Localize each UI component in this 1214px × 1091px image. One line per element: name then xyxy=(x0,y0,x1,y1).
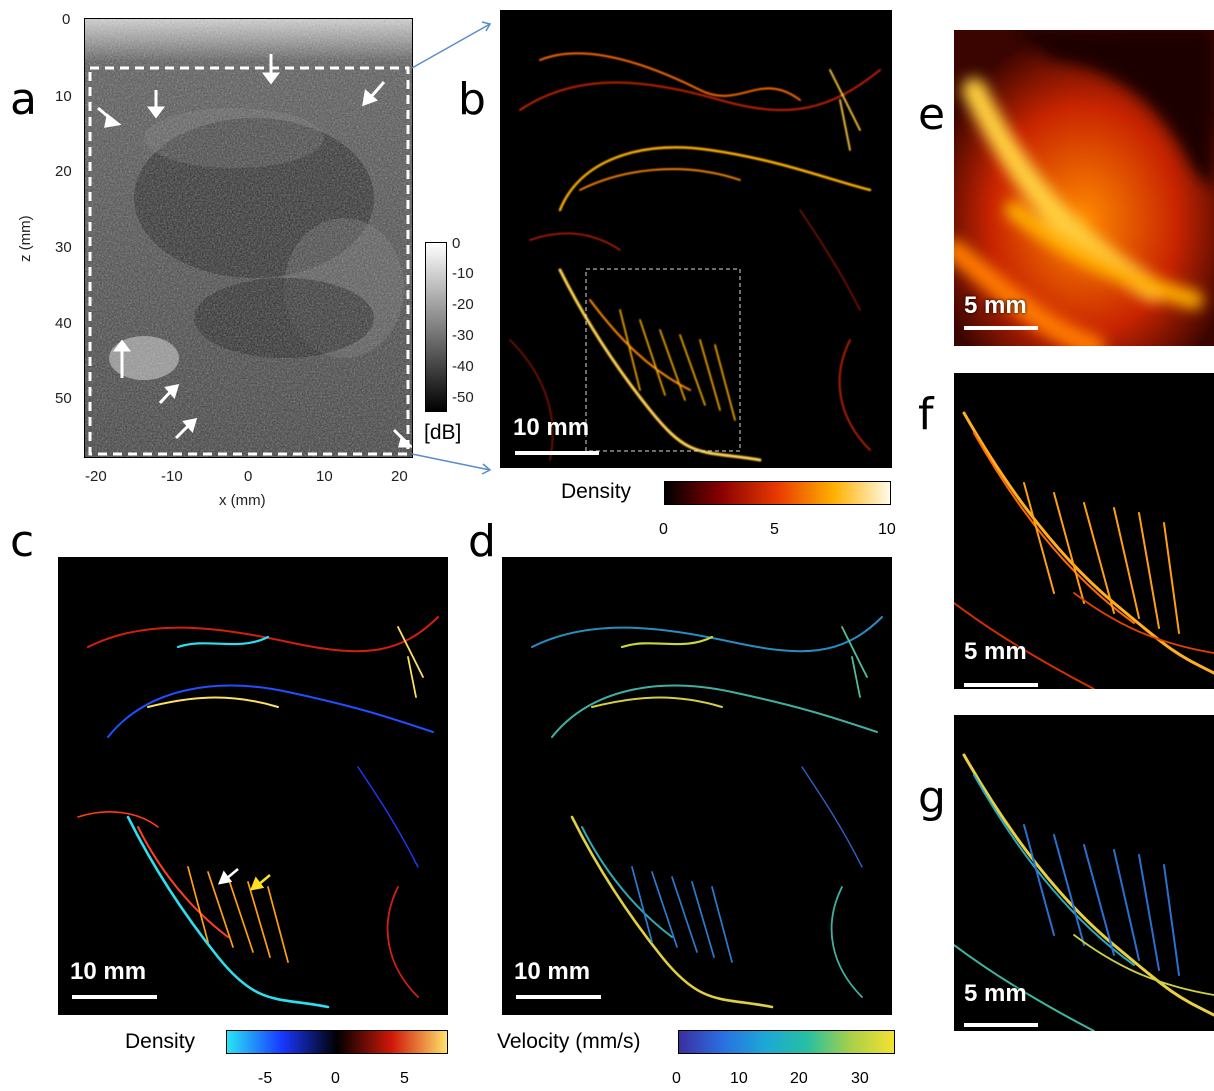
db-unit-label: [dB] xyxy=(424,421,462,444)
density-tick-10: 10 xyxy=(878,521,896,538)
velocity-map-image xyxy=(502,557,892,1015)
scale-label-f: 5 mm xyxy=(964,638,1027,665)
colorbar-title-d: Velocity (mm/s) xyxy=(497,1030,641,1053)
density-vessels xyxy=(509,52,881,462)
scale-bar-c xyxy=(72,995,157,999)
panel-label-c: c xyxy=(10,516,35,567)
signed-density-tick-neg5: -5 xyxy=(258,1070,273,1087)
density-map-image xyxy=(500,10,892,468)
scale-bar-f xyxy=(964,683,1038,687)
scale-label-g: 5 mm xyxy=(964,980,1027,1007)
db-tick-30: -30 xyxy=(452,327,474,344)
zoom-density-sharp-vessels xyxy=(954,411,1214,689)
panel-label-e: e xyxy=(918,89,946,140)
db-tick-20: -20 xyxy=(452,296,474,313)
db-tick-0: 0 xyxy=(452,235,461,252)
x-axis-label: x (mm) xyxy=(219,492,266,509)
db-tick-40: -40 xyxy=(452,358,474,375)
bmode-texture xyxy=(84,18,413,458)
zoom-density-sharp-image xyxy=(954,373,1214,689)
z-tick-40: 40 xyxy=(55,315,72,332)
velocity-tick-10: 10 xyxy=(730,1070,748,1087)
panel-label-a: a xyxy=(10,74,37,125)
scale-label-e: 5 mm xyxy=(964,292,1027,319)
velocity-tick-20: 20 xyxy=(790,1070,808,1087)
zoom-connector-lines xyxy=(411,21,492,475)
panel-label-f: f xyxy=(918,389,934,440)
x-tick-20: 20 xyxy=(391,468,408,485)
scale-bar-g xyxy=(964,1023,1038,1027)
density-tick-0: 0 xyxy=(659,521,668,538)
yellow-arrow-annotation xyxy=(249,874,271,891)
z-axis-label: z (mm) xyxy=(17,215,34,262)
velocity-colorbar xyxy=(678,1030,895,1054)
zoom-velocity-vessels xyxy=(954,753,1214,1031)
x-tick-neg10: -10 xyxy=(161,468,183,485)
db-tick-10: -10 xyxy=(452,265,474,282)
panel-label-b: b xyxy=(458,74,486,125)
signed-density-tick-5: 5 xyxy=(400,1070,409,1087)
zoom-velocity-image xyxy=(954,715,1214,1031)
scale-label-b: 10 mm xyxy=(513,414,590,441)
colorbar-title-b: Density xyxy=(561,480,632,503)
scale-label-c: 10 mm xyxy=(70,958,147,985)
signed-density-vessels xyxy=(77,616,439,1009)
signed-density-image xyxy=(58,557,448,1015)
panel-label-g: g xyxy=(918,772,946,823)
x-tick-10: 10 xyxy=(316,468,333,485)
z-tick-20: 20 xyxy=(55,163,72,180)
density-tick-5: 5 xyxy=(770,521,779,538)
colorbar-title-c: Density xyxy=(125,1030,196,1053)
scale-bar-d xyxy=(516,995,601,999)
z-tick-50: 50 xyxy=(55,390,72,407)
scale-label-d: 10 mm xyxy=(514,958,591,985)
white-arrow-annotation xyxy=(217,868,239,885)
db-tick-50: -50 xyxy=(452,389,474,406)
panel-label-d: d xyxy=(468,516,496,567)
zoom-density-blurred-image xyxy=(954,30,1214,346)
scale-bar-b xyxy=(515,451,599,455)
x-tick-neg20: -20 xyxy=(85,468,107,485)
velocity-tick-30: 30 xyxy=(851,1070,869,1087)
z-tick-10: 10 xyxy=(55,88,72,105)
velocity-vessels xyxy=(531,616,883,1009)
arrow-annotations xyxy=(97,54,413,448)
signed-density-colorbar xyxy=(226,1030,448,1054)
scale-bar-e xyxy=(964,326,1038,330)
grayscale-colorbar xyxy=(425,242,447,412)
ultrasound-bmode-image xyxy=(84,18,413,458)
bmode-frame xyxy=(84,18,413,458)
velocity-tick-0: 0 xyxy=(672,1070,681,1087)
z-tick-0: 0 xyxy=(62,11,71,28)
signed-density-tick-0: 0 xyxy=(331,1070,340,1087)
zoom-density-blurred-texture xyxy=(954,30,1214,346)
x-tick-0: 0 xyxy=(244,468,253,485)
z-tick-30: 30 xyxy=(55,239,72,256)
hot-colorbar xyxy=(664,481,891,505)
